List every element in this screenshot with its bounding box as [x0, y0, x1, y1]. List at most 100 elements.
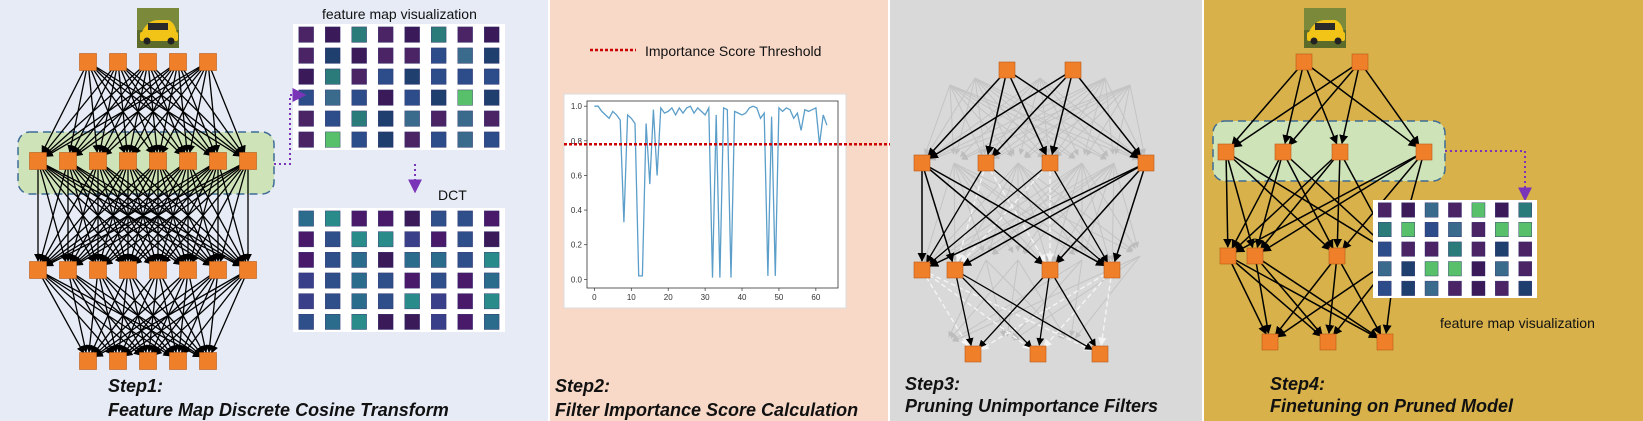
neuron-node [109, 53, 127, 71]
feature-map-cell [378, 210, 394, 227]
edge-arrow [187, 269, 209, 353]
neuron-node [1376, 333, 1394, 351]
edge-arrow [157, 160, 215, 263]
plot-area [586, 100, 839, 289]
feature-map-cell [484, 89, 500, 106]
step3-nodes [913, 61, 1155, 363]
edge-arrow [161, 160, 219, 263]
neuron-node [89, 152, 107, 170]
chart-frame [563, 93, 847, 309]
edge-arrow [44, 61, 179, 157]
feature-map-cell [351, 89, 367, 106]
edge-arrow [1223, 151, 1233, 248]
feature-map-cell [378, 231, 394, 248]
edge-arrow [188, 160, 219, 263]
dotted-arrow [1445, 150, 1532, 202]
edge-arrow [953, 162, 1045, 264]
edge-arrow [1054, 162, 1115, 263]
feature-map-cell [404, 131, 420, 148]
feature-map-cell [484, 272, 500, 289]
edge-arrow [923, 162, 955, 262]
feature-map-cell [298, 231, 314, 248]
edge-arrow [117, 61, 242, 157]
feature-map-cell [351, 231, 367, 248]
feature-map-cell [378, 272, 394, 289]
edge-arrow [1113, 84, 1131, 155]
edge-arrow [1049, 269, 1096, 347]
neuron-node [1041, 154, 1059, 172]
feature-map-frame [293, 24, 505, 150]
edge-arrow [955, 162, 987, 263]
feature-map-cell [431, 251, 447, 268]
feature-map-cell [431, 47, 447, 64]
feature-map-cell [1448, 202, 1462, 218]
feature-map-cell [1518, 280, 1532, 296]
threshold-legend-label: Importance Score Threshold [645, 43, 821, 59]
feature-map-cell [1471, 222, 1486, 238]
edge-arrow [43, 61, 119, 155]
step2-title: Step2: [555, 376, 610, 396]
edge-arrow [1023, 162, 1115, 255]
edge-arrow [97, 160, 128, 263]
edge-arrow [157, 160, 188, 263]
pruned-edges [921, 162, 1113, 351]
edge-arrow [45, 160, 219, 266]
edge-arrow [959, 162, 1019, 263]
feature-map-cell [1401, 280, 1415, 296]
feature-map-cell [1518, 241, 1532, 257]
edge-arrow [37, 269, 85, 354]
edge-arrow [1231, 151, 1284, 249]
feature-map-cell [351, 210, 367, 227]
feature-map-cell [1377, 202, 1392, 218]
feature-map-cell [1518, 261, 1532, 277]
edge-arrow [985, 69, 1008, 156]
feature-map-cell [1448, 261, 1462, 277]
neuron-node [59, 152, 77, 170]
feature-map-cell [351, 131, 367, 148]
edge-arrow [924, 84, 951, 156]
neuron-node [59, 261, 77, 279]
neuron-node [1351, 53, 1369, 71]
feature-map-cell [1424, 241, 1439, 257]
edge-arrow [147, 61, 161, 153]
feature-map-cell [351, 110, 367, 127]
edge-arrow [127, 160, 185, 263]
feature-map-cell [298, 210, 314, 227]
edge-arrow [37, 160, 152, 265]
feature-map-frame [293, 208, 505, 332]
feature-map-cell [457, 272, 473, 289]
step3-edges [917, 69, 1147, 351]
edge-arrow [1006, 69, 1047, 156]
edge-arrow [87, 61, 183, 156]
edge-arrow [921, 269, 1032, 350]
edge-arrow [103, 160, 189, 264]
neuron-node [913, 154, 931, 172]
edge-arrow [1129, 84, 1147, 155]
edge-arrow [948, 259, 987, 338]
step3-network [913, 61, 1155, 363]
feature-map-cell [457, 314, 473, 330]
neuron-node [239, 152, 257, 170]
neuron-node [1331, 143, 1349, 161]
edge-arrow [177, 61, 216, 154]
feature-map-cell [1401, 222, 1415, 238]
edge-arrow [1112, 162, 1147, 263]
edge-arrow [1054, 77, 1106, 156]
edge-arrow [962, 162, 1147, 267]
edge-arrow [1081, 162, 1112, 262]
edge-arrow [97, 160, 155, 263]
feature-map-cell [484, 210, 500, 227]
feature-map-cell [1495, 261, 1509, 277]
edge-arrow [131, 61, 179, 154]
feature-map-cell [1401, 241, 1415, 257]
neuron-node [29, 152, 47, 170]
edge-arrow [954, 269, 1093, 351]
edge-arrow [205, 269, 219, 353]
edge-arrow [1274, 255, 1338, 336]
edge-arrow [1359, 61, 1420, 146]
feature-map-cell [1377, 280, 1392, 296]
edge-arrow [74, 160, 219, 266]
feature-map-cell [404, 26, 420, 43]
feature-map-cell [404, 272, 420, 289]
edge-arrow [1232, 61, 1361, 148]
